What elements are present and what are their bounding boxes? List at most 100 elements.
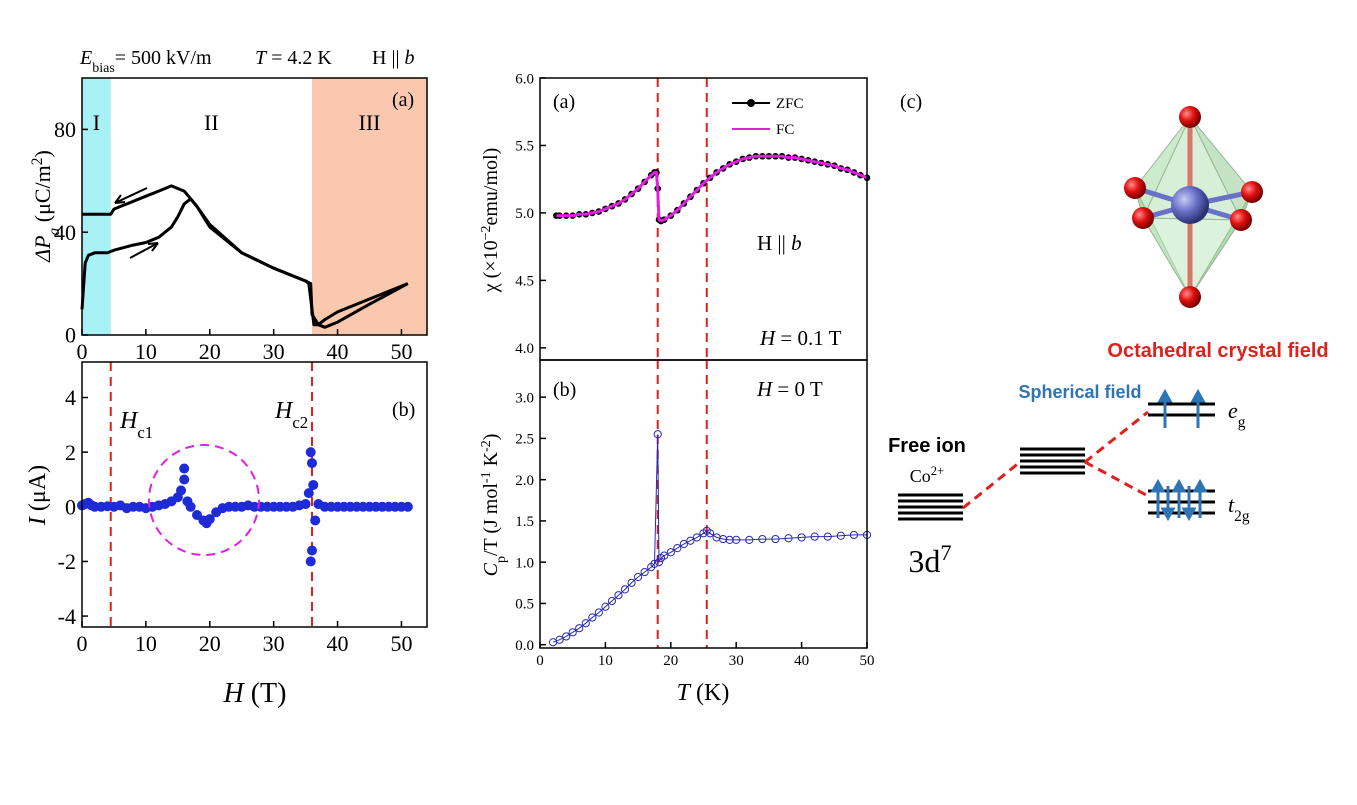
highlight-circle	[148, 444, 260, 556]
x-tick-label: 50	[390, 339, 412, 364]
data-point	[797, 533, 806, 542]
x-tick-label: 20	[199, 339, 221, 364]
data-point	[732, 535, 741, 544]
y-tick-label: 6.0	[515, 71, 534, 87]
data-point	[823, 532, 832, 541]
data-point	[784, 534, 793, 543]
y-tick-label: -4	[58, 604, 76, 629]
data-point	[650, 559, 659, 568]
y-tick-label: 2.5	[515, 432, 534, 448]
region	[82, 78, 111, 335]
plot-frame	[81, 361, 428, 628]
y-tick-label: 4.5	[515, 274, 534, 290]
data-point	[679, 539, 688, 549]
data-point	[305, 447, 316, 458]
region-label: III	[359, 110, 381, 135]
y-tick-label: 0.0	[515, 638, 534, 654]
plot-frame	[539, 77, 868, 361]
data-point	[620, 585, 630, 594]
x-tick-label: 30	[729, 653, 744, 669]
data-point	[666, 548, 675, 557]
x-tick-label: 10	[598, 653, 613, 669]
data-point	[634, 572, 643, 582]
spherical-label: Spherical field	[1018, 382, 1141, 402]
data-point	[673, 544, 682, 553]
note: H = 0.1 T	[759, 326, 842, 350]
data-point	[627, 578, 636, 587]
y-tick-label: 3.0	[515, 390, 534, 406]
panel-label: (c)	[900, 91, 922, 113]
x-tick-label: 50	[390, 631, 412, 656]
data-point	[810, 532, 819, 541]
octahedron	[1124, 106, 1263, 308]
eg-label: eg	[1228, 398, 1246, 431]
y-tick-label: 80	[54, 117, 76, 142]
y-axis-label: χ (×10−2emu/mol)	[479, 148, 503, 294]
data-point	[303, 488, 314, 499]
data-point	[771, 534, 780, 544]
data-point	[594, 608, 603, 617]
x-tick-label: 40	[327, 339, 349, 364]
data-point	[836, 531, 845, 540]
annotation: Hc1	[119, 408, 153, 442]
data-point	[305, 556, 316, 567]
data-point	[568, 628, 577, 637]
data-point	[725, 535, 734, 544]
data-point	[849, 530, 859, 540]
data-point	[607, 596, 617, 606]
data-point	[581, 619, 590, 628]
data-point	[653, 430, 662, 439]
data-point	[640, 567, 649, 577]
region-label: II	[204, 110, 219, 135]
x-tick-label: 40	[794, 653, 809, 669]
data-point	[692, 533, 702, 542]
x-tick-label: 0	[536, 653, 544, 669]
y-tick-label: 2	[65, 440, 76, 465]
data-line	[552, 434, 867, 643]
region-label: I	[93, 110, 100, 135]
panel-label: (a)	[553, 91, 575, 113]
x-tick-label: 0	[77, 339, 88, 364]
data-point	[185, 501, 196, 512]
y-tick-label: 2.0	[515, 473, 534, 489]
panel-label: (b)	[553, 379, 576, 401]
y-axis-label: ΔPa (μC/m2)	[29, 150, 63, 263]
x-axis-label: T (K)	[677, 680, 730, 706]
annotation: Hc2	[274, 398, 308, 432]
ion-label: Co2+	[910, 464, 944, 486]
y-tick-label: 0	[65, 323, 76, 348]
data-point	[179, 463, 190, 474]
y-tick-label: 1.5	[515, 514, 534, 530]
data-point	[308, 479, 319, 490]
legend-marker	[747, 99, 755, 107]
x-tick-label: 10	[135, 339, 157, 364]
data-point	[614, 591, 623, 600]
x-axis-label: H (T)	[223, 678, 287, 709]
y-axis-label: Cp/T (J mol-1 K-2)	[479, 434, 509, 577]
data-point	[307, 545, 317, 556]
panel-label: (a)	[392, 89, 414, 111]
data-point	[179, 474, 190, 485]
y-tick-label: 4	[65, 385, 76, 410]
header-field: H || b	[372, 47, 414, 69]
y-tick-label: 4.0	[515, 341, 534, 357]
data-point	[307, 458, 317, 469]
y-tick-label: -2	[58, 549, 76, 574]
header-temp: T = 4.2 K	[255, 47, 332, 69]
data-point	[705, 529, 715, 538]
data-point	[601, 602, 610, 611]
data-line	[82, 184, 409, 327]
x-tick-label: 40	[327, 631, 349, 656]
data-point	[192, 509, 202, 520]
data-point	[555, 635, 564, 644]
data-point	[310, 515, 321, 526]
free-ion-label: Free ion	[888, 435, 966, 457]
energy-levels	[898, 402, 1215, 521]
data-point	[660, 551, 669, 560]
spin-arrows	[1150, 388, 1208, 522]
data-point	[758, 534, 767, 544]
x-tick-label: 30	[263, 339, 285, 364]
data-point	[300, 499, 311, 510]
